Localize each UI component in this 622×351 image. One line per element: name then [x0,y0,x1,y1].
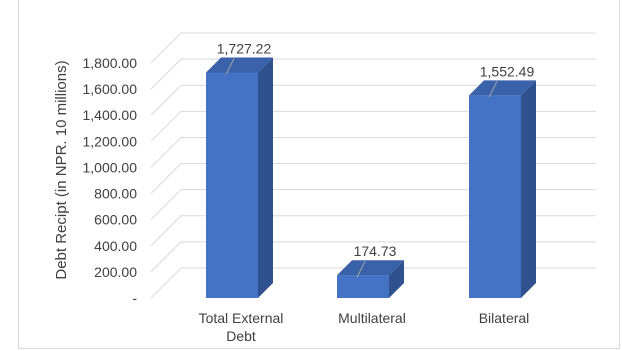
y-tick-label: 1,600.00 [83,81,138,97]
x-tick-label: Total External [199,310,284,326]
data-labels: 1,727.22 174.73 1,552.49 [217,41,535,278]
gridline [150,136,596,168]
x-tick-label: Debt [226,328,256,344]
gridline [150,110,596,142]
bar-top-face [469,80,536,96]
bar-top-face [337,260,404,276]
y-axis-title: Debt Recipt (in NPR. 10 millions) [53,60,70,279]
x-tick-label: Multilateral [338,310,406,326]
y-tick-label: 1,000.00 [83,159,138,175]
y-tick-label: 1,200.00 [83,133,138,149]
y-axis-ticks: - 200.00 400.00 600.00 800.00 1,000.00 1,200.0… [83,55,138,306]
gridline [150,215,596,247]
gridline [150,267,596,299]
y-tick-label: 1,400.00 [83,107,138,123]
x-tick-label: Bilateral [479,310,530,326]
bars [206,57,536,299]
gridline [150,241,596,273]
y-tick-label: 1,800.00 [83,55,138,71]
bar-side-face [521,80,536,298]
bar-side-face [389,260,404,298]
gridline [150,84,596,116]
bar-top-face [206,57,273,73]
y-tick-label: 600.00 [94,212,137,228]
gridline [150,163,596,194]
data-label: 1,727.22 [217,41,272,57]
y-tick-label: 400.00 [94,238,137,254]
data-label: 174.73 [354,243,397,259]
data-label-leader [356,260,366,278]
gridline [150,58,596,90]
gridline [150,189,596,221]
data-label-leader [488,81,498,98]
y-tick-label: 200.00 [94,264,137,280]
gridlines [150,32,596,299]
gridline [150,32,596,64]
y-tick-label: - [132,290,137,306]
bar [469,95,521,298]
bar [206,72,258,298]
bar [337,275,389,298]
data-label: 1,552.49 [480,63,535,79]
bar-side-face [258,57,273,299]
y-tick-label: 800.00 [94,186,137,202]
x-axis-labels: Total External Debt Multilateral Bilateral [199,310,530,344]
data-label-leader [225,58,235,75]
